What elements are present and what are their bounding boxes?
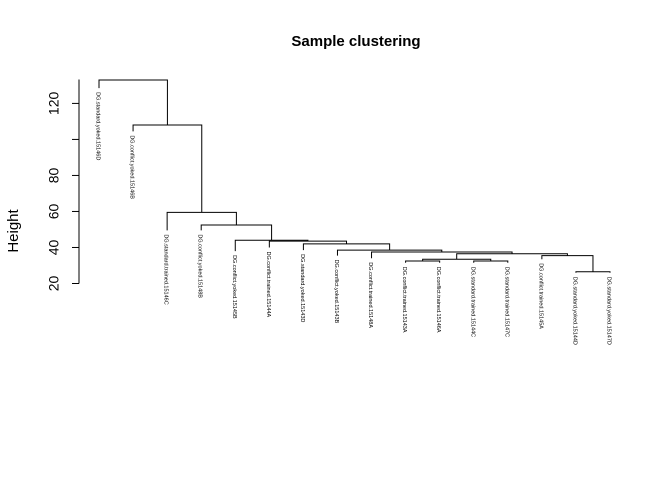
dendrogram-merge-6 — [456, 253, 568, 260]
y-tick-label-20: 20 — [46, 276, 62, 292]
dendrogram-merge-7 — [371, 251, 513, 259]
dendrogram-merge-8 — [336, 249, 443, 256]
leaf-label: DG.conflict.trained.15144A — [265, 251, 271, 317]
dendrogram-merge-9 — [302, 243, 391, 251]
leaf-label: DG.standard.yoked.15144D — [571, 277, 577, 345]
dendrogram-merge-12 — [200, 224, 273, 241]
leaf-label: DG.standard.yoked.15147D — [606, 277, 612, 345]
dendrogram-merge-13 — [166, 211, 237, 231]
y-tick-label-40: 40 — [46, 239, 62, 255]
dendrogram-merge-15 — [98, 79, 168, 126]
leaf-label: DG.standard.yoked.15143D — [299, 254, 305, 322]
leaf-label: DG.conflict.yoked.15148B — [197, 234, 203, 298]
leaf-label: DG.conflict.yoked.15145B — [231, 255, 237, 319]
leaf-label: DG.conflict.trained.15145A — [537, 263, 543, 329]
leaf-label: DG.standard.trained.15144C — [469, 267, 475, 337]
leaf-label: DG.conflict.trained.15148A — [367, 262, 373, 328]
leaf-label: DG.conflict.trained.15143A — [401, 267, 407, 333]
leaf-label: DG.conflict.yoked.15146B — [129, 135, 135, 199]
leaf-labels: DG.standard.yoked.15146D DG.conflict.yoke… — [95, 92, 612, 345]
leaf-label: DG.conflict.trained.15146A — [435, 267, 441, 333]
leaf-label: DG.standard.trained.15147C — [503, 267, 509, 337]
dendrogram-merge-1 — [405, 260, 441, 263]
dendrogram-merge-14 — [132, 124, 203, 213]
y-tick-label-120: 120 — [46, 92, 62, 116]
y-tick-label-80: 80 — [46, 167, 62, 183]
dendrogram-links — [98, 79, 611, 273]
leaf-label: DG.conflict.yoked.15143B — [333, 260, 339, 324]
y-axis-label: Height — [5, 208, 22, 252]
leaf-label: DG.standard.yoked.15146D — [95, 92, 101, 160]
y-tick-label-60: 60 — [46, 203, 62, 219]
dendrogram-merge-2 — [473, 260, 509, 263]
dendrogram-merge-11 — [234, 239, 309, 252]
y-ticks: 20 40 60 80 120 — [46, 92, 79, 292]
dendrogram-merge-3 — [575, 271, 611, 273]
chart-title: Sample clustering — [291, 33, 420, 50]
dendrogram-merge-4 — [541, 255, 594, 272]
leaf-label: DG.standard.trained.15146C — [163, 234, 169, 304]
